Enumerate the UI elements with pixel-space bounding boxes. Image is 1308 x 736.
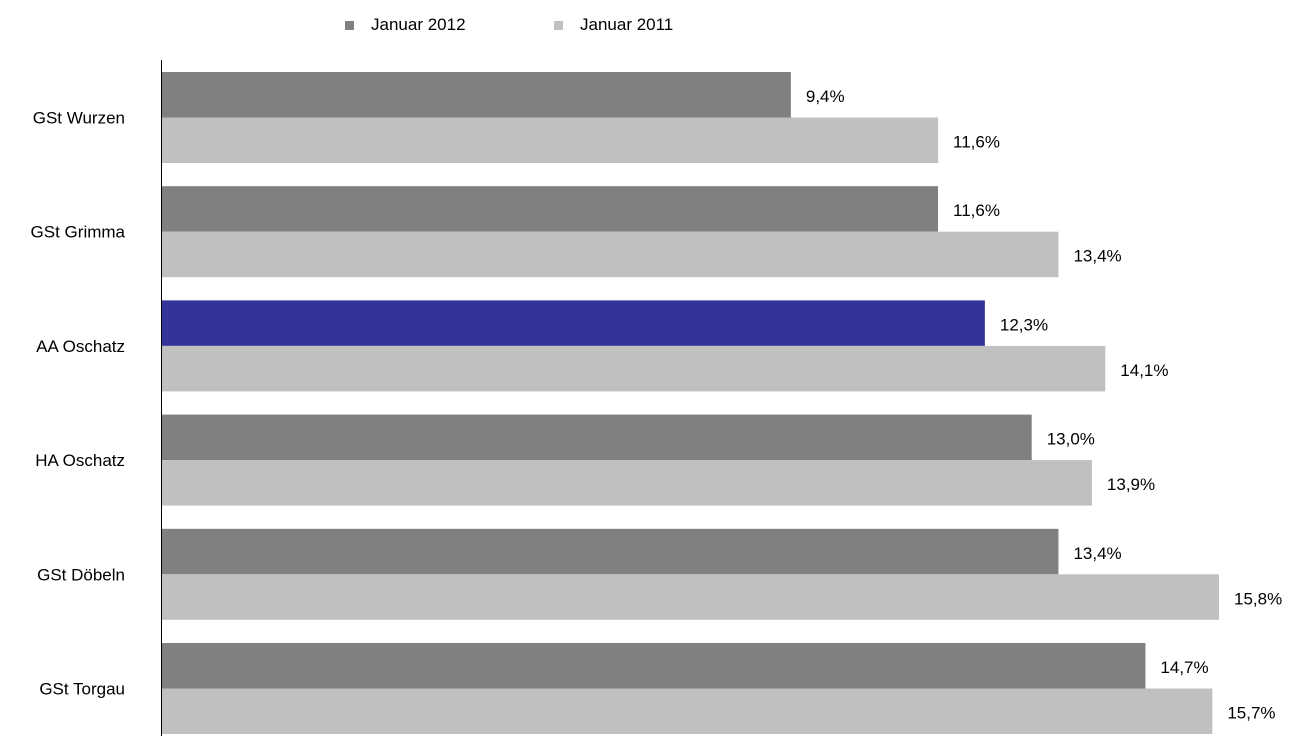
legend-swatch-januar-2011 bbox=[554, 20, 563, 30]
legend-swatch-januar-2012 bbox=[345, 20, 354, 30]
category-label-gst-wurzen: GSt Wurzen bbox=[33, 109, 125, 128]
legend: Januar 2012 Januar 2011 bbox=[0, 15, 1308, 39]
bar-aa-oschatz-januar-2012 bbox=[162, 300, 985, 346]
value-label-gst-grimma-januar-2011: 13,4% bbox=[1073, 247, 1121, 266]
value-label-ha-oschatz-januar-2011: 13,9% bbox=[1107, 475, 1155, 494]
value-label-gst-torgau-januar-2011: 15,7% bbox=[1227, 704, 1275, 723]
bar-gst-torgau-januar-2011 bbox=[162, 688, 1213, 734]
bar-aa-oschatz-januar-2011 bbox=[162, 345, 1106, 392]
value-label-gst-wurzen-januar-2011: 11,6% bbox=[953, 133, 1000, 152]
legend-item-januar-2011: Januar 2011 bbox=[554, 15, 673, 35]
bar-gst-doebeln-januar-2012 bbox=[162, 528, 1059, 575]
bar-ha-oschatz-januar-2012 bbox=[162, 414, 1032, 461]
category-label-ha-oschatz: HA Oschatz bbox=[35, 451, 125, 470]
bar-gst-grimma-januar-2011 bbox=[162, 231, 1059, 278]
value-labels-group: 9,4% 11,6% 11,6% 13,4% 12,3% 14,1% 13,0% 13,9% 1… bbox=[806, 87, 1282, 723]
legend-label-januar-2011: Januar 2011 bbox=[580, 15, 674, 34]
category-label-gst-doebeln: GSt Döbeln bbox=[37, 565, 125, 584]
value-label-gst-torgau-januar-2012: 14,7% bbox=[1160, 658, 1208, 677]
bar-gst-wurzen-januar-2011 bbox=[162, 117, 939, 163]
value-label-gst-doebeln-januar-2011: 15,8% bbox=[1234, 589, 1282, 608]
category-label-gst-grimma: GSt Grimma bbox=[31, 223, 126, 242]
bars-group bbox=[162, 72, 1220, 734]
value-label-gst-grimma-januar-2012: 11,6% bbox=[953, 201, 1000, 220]
bar-gst-grimma-januar-2012 bbox=[162, 186, 939, 232]
value-label-ha-oschatz-januar-2012: 13,0% bbox=[1047, 430, 1095, 449]
category-labels-group: GSt Wurzen GSt Grimma AA Oschatz HA Oschatz… bbox=[31, 109, 126, 699]
value-label-gst-doebeln-januar-2012: 13,4% bbox=[1073, 544, 1121, 563]
bar-gst-wurzen-januar-2012 bbox=[162, 72, 791, 118]
value-label-aa-oschatz-januar-2011: 14,1% bbox=[1120, 361, 1168, 380]
value-label-gst-wurzen-januar-2012: 9,4% bbox=[806, 87, 845, 106]
bar-gst-torgau-januar-2012 bbox=[162, 643, 1146, 689]
category-label-gst-torgau: GSt Torgau bbox=[39, 680, 125, 699]
bar-gst-doebeln-januar-2011 bbox=[162, 574, 1220, 620]
legend-label-januar-2012: Januar 2012 bbox=[371, 15, 466, 34]
category-label-aa-oschatz: AA Oschatz bbox=[36, 337, 125, 356]
legend-item-januar-2012: Januar 2012 bbox=[345, 15, 466, 35]
bar-ha-oschatz-januar-2011 bbox=[162, 460, 1092, 506]
value-label-aa-oschatz-januar-2012: 12,3% bbox=[1000, 315, 1048, 334]
